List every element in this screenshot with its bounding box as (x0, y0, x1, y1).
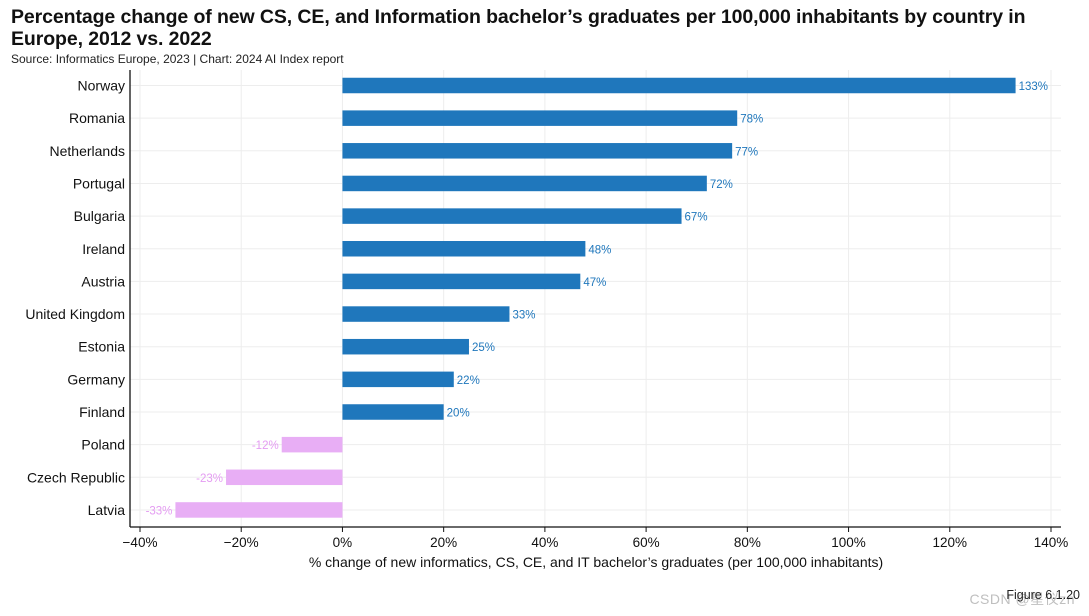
category-label: Germany (67, 371, 125, 387)
data-label: -23% (196, 473, 223, 485)
category-label: Poland (81, 437, 125, 453)
bar-netherlands (342, 143, 733, 159)
category-label: Estonia (78, 339, 125, 355)
x-tick-label: 100% (831, 535, 866, 550)
category-label: Romania (69, 110, 125, 126)
bar-germany (342, 371, 454, 388)
bar-norway (342, 77, 1016, 94)
x-tick-label: −20% (224, 535, 259, 550)
x-tick-label: 120% (933, 535, 968, 550)
bar-czech-republic (226, 469, 343, 486)
data-label: 72% (710, 179, 733, 191)
bar-united-kingdom (342, 306, 510, 322)
bar-estonia (342, 338, 469, 355)
data-label: 77% (735, 146, 758, 158)
figure-label: Figure 6.1.20 (1006, 588, 1080, 602)
category-label: United Kingdom (25, 306, 125, 322)
category-label: Norway (78, 78, 125, 94)
data-label: 47% (583, 277, 606, 289)
data-label: 22% (457, 375, 480, 387)
data-label: 67% (685, 212, 708, 224)
x-tick-label: 140% (1034, 535, 1069, 550)
bar-portugal (342, 175, 707, 192)
x-axis-title: % change of new informatics, CS, CE, and… (309, 554, 883, 570)
data-label: 33% (512, 310, 535, 322)
bar-poland (281, 436, 343, 453)
x-tick-label: −40% (123, 535, 158, 550)
x-tick-label: 60% (633, 535, 660, 550)
bar-latvia (175, 502, 343, 518)
bar-austria (342, 273, 581, 290)
category-label: Latvia (88, 502, 126, 518)
watermark: CSDN @星仪zn (969, 591, 1075, 607)
category-label: Austria (81, 273, 125, 289)
data-label: 133% (1019, 81, 1048, 93)
data-label: 78% (740, 114, 763, 126)
bar-finland (342, 404, 444, 420)
data-label: 20% (447, 408, 470, 420)
data-label: -12% (252, 440, 279, 452)
category-label: Czech Republic (27, 469, 125, 485)
x-tick-label: 0% (333, 535, 353, 550)
chart-title: Percentage change of new CS, CE, and Inf… (11, 6, 1026, 50)
bar-romania (342, 110, 738, 126)
x-tick-label: 80% (734, 535, 761, 550)
bar-ireland (342, 241, 586, 257)
x-tick-label: 20% (430, 535, 457, 550)
x-tick-label: 40% (531, 535, 558, 550)
bar-bulgaria (342, 208, 682, 224)
category-label: Portugal (73, 175, 125, 191)
data-label: -33% (146, 505, 173, 517)
data-label: 25% (472, 342, 495, 354)
category-label: Finland (79, 404, 125, 420)
category-label: Ireland (82, 241, 125, 257)
chart-source: Source: Informatics Europe, 2023 | Chart… (11, 52, 344, 66)
data-label: 48% (588, 244, 611, 256)
category-label: Netherlands (50, 143, 126, 159)
category-label: Bulgaria (74, 208, 126, 224)
